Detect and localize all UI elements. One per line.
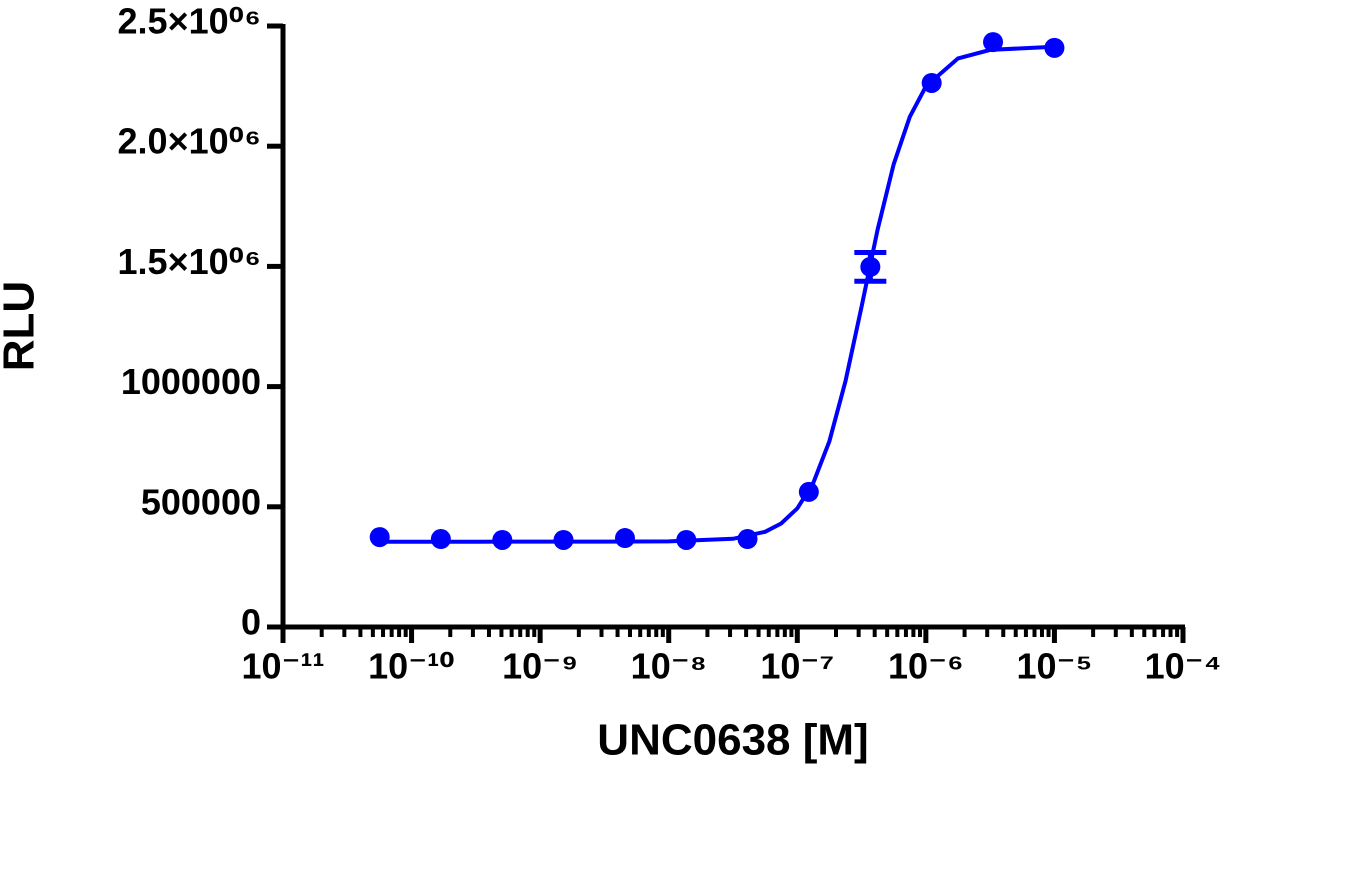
y-tick-label: 1.5×10⁰⁶ — [118, 241, 261, 282]
x-tick-label: 10⁻⁹ — [502, 646, 578, 687]
x-tick-label: 10⁻¹¹ — [241, 646, 324, 687]
x-axis-label: UNC0638 [M] — [597, 716, 868, 765]
data-point — [737, 529, 758, 550]
data-point — [369, 527, 390, 548]
data-point — [676, 529, 697, 550]
data-point — [1044, 37, 1065, 58]
data-point — [860, 256, 881, 277]
y-tick-label: 2.0×10⁰⁶ — [118, 121, 261, 162]
data-point — [798, 481, 819, 502]
data-point — [983, 32, 1004, 53]
data-point — [553, 529, 574, 550]
x-tick-label: 10⁻⁵ — [1016, 646, 1092, 687]
y-tick-label: 1000000 — [121, 361, 261, 402]
x-tick-label: 10⁻⁶ — [888, 646, 964, 687]
data-point — [921, 72, 942, 93]
data-point — [614, 528, 635, 549]
fit-curve — [379, 44, 1055, 544]
y-tick-label: 2.5×10⁰⁶ — [118, 1, 261, 42]
x-tick-label: 10⁻¹⁰ — [368, 646, 455, 687]
data-point — [430, 529, 451, 550]
y-axis-label: RLU — [0, 281, 44, 371]
x-tick-label: 10⁻⁸ — [631, 646, 707, 687]
y-tick-label: 0 — [241, 602, 261, 643]
data-point — [492, 529, 513, 550]
x-tick-label: 10⁻⁴ — [1145, 646, 1222, 687]
x-tick-label: 10⁻⁷ — [760, 646, 834, 687]
y-tick-label: 500000 — [141, 481, 261, 522]
